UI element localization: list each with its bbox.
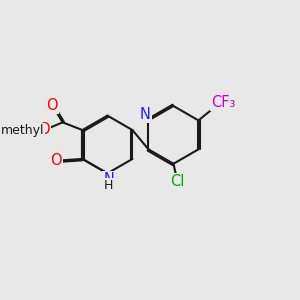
Text: H: H xyxy=(104,179,113,192)
Text: Cl: Cl xyxy=(170,174,185,189)
Text: CF₃: CF₃ xyxy=(211,95,236,110)
Text: O: O xyxy=(50,153,62,168)
Text: N: N xyxy=(103,172,114,187)
Text: O: O xyxy=(46,98,57,113)
Text: N: N xyxy=(140,107,151,122)
Text: methyl: methyl xyxy=(0,124,44,137)
Text: O: O xyxy=(38,122,50,137)
